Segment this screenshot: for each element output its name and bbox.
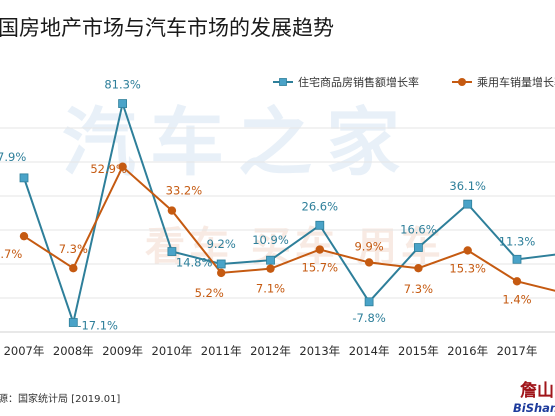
series-1-point-10 xyxy=(512,277,522,286)
series-1-point-3 xyxy=(167,206,177,215)
legend-item-cars: 乘用车销量增长率 xyxy=(452,75,555,89)
series-1-point-9 xyxy=(463,246,472,255)
x-axis: 2007年 2008年 2009年 2010年 2011年 2012年 2013年 2014年… xyxy=(4,344,538,358)
series-1-label-5: 7.1% xyxy=(256,282,285,296)
legend-label-cars: 乘用车销量增长率 xyxy=(477,75,555,89)
series-1-point-5 xyxy=(266,264,275,273)
x-tick-label-1: 2008年 xyxy=(53,344,94,358)
series-0-point-8 xyxy=(413,243,423,252)
legend-swatch-housing-marker xyxy=(279,78,287,86)
series-0-point-2 xyxy=(118,99,127,108)
legend-label-housing: 住宅商品房销售额增长率 xyxy=(298,75,419,89)
series-0-label-4: 9.2% xyxy=(207,237,236,251)
legend: 住宅商品房销售额增长率 乘用车销量增长率 xyxy=(273,75,555,89)
watermark-main: 汽车之家 xyxy=(62,100,414,186)
series-1-label-4: 5.2% xyxy=(195,286,224,300)
series-0-point-3 xyxy=(167,247,177,256)
series-line-0 xyxy=(23,99,555,327)
series-0-label-1: -17.1% xyxy=(77,319,118,333)
series-0-label-10: 11.3% xyxy=(499,234,536,248)
series-0-label-9: 36.1% xyxy=(449,179,486,193)
x-tick-label-5: 2012年 xyxy=(250,344,291,358)
series-0-label-5: 10.9% xyxy=(252,233,289,247)
x-tick-label-2: 2009年 xyxy=(102,344,143,358)
corner-logo: 詹山 BiShan xyxy=(513,380,555,415)
series-1-label-0: 21.7% xyxy=(0,247,22,261)
corner-logo-bottom: BiShan xyxy=(513,401,555,415)
series-0-label-0: 47.9% xyxy=(0,150,26,164)
series-1-label-2: 52.9% xyxy=(90,162,127,176)
x-tick-label-0: 2007年 xyxy=(4,344,45,358)
legend-item-housing: 住宅商品房销售额增长率 xyxy=(273,75,419,89)
series-0-label-2: 81.3% xyxy=(104,78,141,92)
series-1-label-7: 9.9% xyxy=(354,239,383,253)
series-0-point-4 xyxy=(216,259,226,269)
x-tick-label-4: 2011年 xyxy=(201,344,242,358)
series-0-point-0 xyxy=(19,173,29,183)
source-note: 源：国家统计局 [2019.01] xyxy=(0,392,120,405)
x-tick-label-8: 2015年 xyxy=(398,344,439,358)
corner-logo-top: 詹山 xyxy=(520,380,554,401)
series-1-label-8: 7.3% xyxy=(404,282,433,296)
series-0-point-1 xyxy=(68,318,78,327)
series-1-point-4 xyxy=(217,268,226,278)
watermark-sub: 看车 买车 用车 xyxy=(145,224,445,270)
series-1-point-0 xyxy=(19,231,29,241)
series-1-label-6: 15.7% xyxy=(302,261,339,275)
series-1-label-1: 7.3% xyxy=(59,242,88,256)
series-layer: 47.9% -17.1% 81.3% 14.8% 9.2% 10.9% 26.6% -7.8%… xyxy=(0,78,555,333)
series-1-point-1 xyxy=(69,264,78,273)
series-0-label-6: 26.6% xyxy=(302,199,339,213)
series-0-label-3: 14.8% xyxy=(176,256,213,270)
series-0-label-8: 16.6% xyxy=(400,223,437,237)
x-tick-label-7: 2014年 xyxy=(349,344,390,358)
series-1-point-8 xyxy=(414,264,423,273)
x-tick-label-9: 2016年 xyxy=(447,344,488,358)
series-1-label-9: 15.3% xyxy=(449,261,486,275)
series-0-point-5 xyxy=(266,255,275,265)
series-1-label-10: 1.4% xyxy=(502,292,531,306)
legend-swatch-cars-marker xyxy=(458,78,466,86)
series-line-1 xyxy=(23,165,555,292)
gridlines xyxy=(0,127,555,333)
watermark-group: 汽车之家 看车 买车 用车 xyxy=(62,100,445,270)
series-0-point-7 xyxy=(364,297,374,307)
x-tick-label-6: 2013年 xyxy=(299,344,340,358)
series-0-point-6 xyxy=(315,220,325,230)
x-tick-label-3: 2010年 xyxy=(152,344,193,358)
series-0-point-9 xyxy=(463,199,473,209)
series-1-point-7 xyxy=(364,258,374,267)
chart-title: 国房地产市场与汽车市场的发展趋势 xyxy=(0,16,334,40)
series-0-point-10 xyxy=(512,254,522,264)
series-1-label-3: 33.2% xyxy=(166,184,203,198)
series-1-point-6 xyxy=(315,245,324,254)
x-tick-label-10: 2017年 xyxy=(497,344,538,358)
series-1-point-2 xyxy=(118,162,127,171)
series-0-label-7: -7.8% xyxy=(352,311,385,325)
